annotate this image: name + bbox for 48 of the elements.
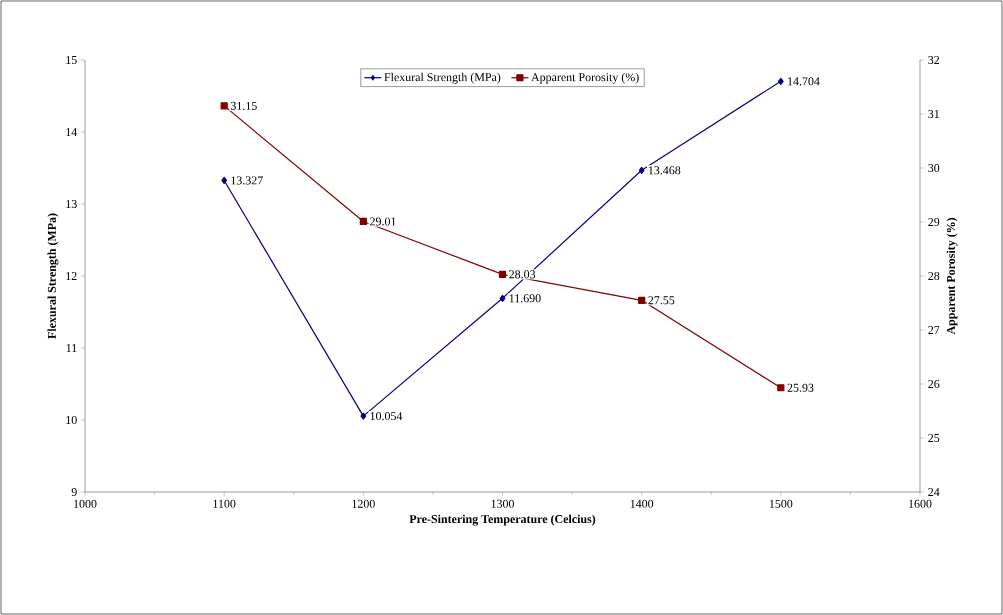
data-label: 13.468 — [648, 166, 681, 175]
y-tick-label: 14 — [66, 128, 78, 136]
y2-tick-label: 29 — [928, 217, 940, 227]
y2-tick-label: 31 — [928, 109, 940, 118]
legend-label: Apparent Porosity (%) — [531, 72, 639, 84]
data-label: 25.93 — [787, 383, 814, 392]
x-tick-label: 1400 — [630, 499, 654, 508]
y2-tick-label: 32 — [928, 55, 940, 64]
y2-tick-label: 28 — [928, 271, 940, 281]
y2-tick-label: 26 — [928, 379, 940, 389]
x-tick-label: 1500 — [769, 499, 793, 508]
data-label: 13.327 — [231, 176, 263, 185]
y-tick-label: 10 — [66, 415, 77, 425]
y-tick-label: 12 — [66, 272, 77, 280]
x-tick-label: 1600 — [909, 499, 932, 508]
y-tick-label: 13 — [66, 199, 77, 209]
x-tick-label: 1000 — [74, 499, 97, 508]
data-label: 11.690 — [509, 294, 541, 303]
data-label: 29.01 — [370, 217, 396, 226]
y-tick-label: 15 — [66, 56, 77, 64]
y2-tick-label: 27 — [928, 326, 940, 334]
y-axis-title: Flexural Strength (MPa) — [47, 213, 59, 339]
y-tick-label: 9 — [71, 487, 77, 497]
point — [638, 166, 645, 174]
data-label: 14.704 — [788, 77, 820, 86]
data-label: 31.15 — [230, 101, 257, 110]
y2-axis-title: Apparent Porosity (%) — [946, 217, 958, 335]
data-label: 27.55 — [648, 296, 675, 305]
y2-tick-label: 24 — [928, 488, 940, 496]
x-tick-label: 1200 — [352, 499, 375, 508]
point — [360, 412, 367, 420]
legend-label: Flexural Strength (MPa) — [384, 72, 501, 84]
point — [638, 296, 646, 304]
data-label: 10.054 — [370, 412, 403, 421]
point — [777, 384, 785, 392]
point — [778, 77, 784, 85]
x-tick-label: 1100 — [213, 499, 236, 508]
point — [221, 176, 228, 185]
x-tick-label: 1300 — [491, 499, 514, 508]
point — [498, 270, 507, 278]
data-label: 28.03 — [509, 270, 536, 279]
y2-tick-label: 30 — [928, 163, 940, 173]
point — [359, 217, 367, 226]
point — [220, 102, 228, 110]
x-axis-title: Pre-Sintering Temperature (Celcius) — [409, 514, 596, 526]
y2-tick-label: 25 — [928, 433, 940, 443]
point — [499, 294, 506, 302]
y-tick-label: 11 — [66, 344, 77, 352]
